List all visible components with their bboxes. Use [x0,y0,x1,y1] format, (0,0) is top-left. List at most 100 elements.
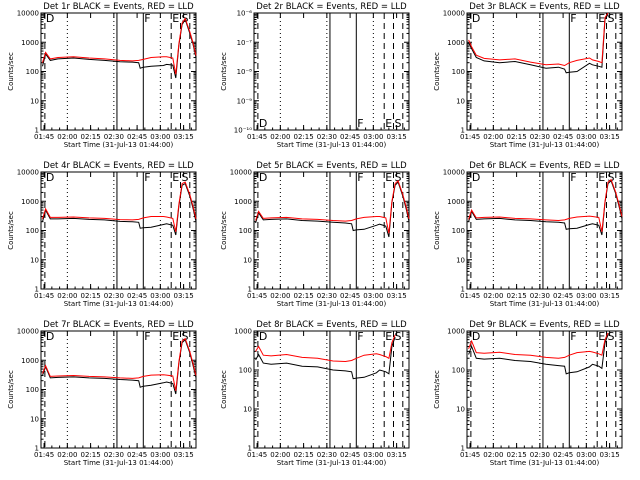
x-tick-label: 01:45 [34,292,54,300]
event-marker-label: F [144,330,150,343]
y-tick-label: 10000 [17,169,39,177]
y-tick-label: 100 [26,386,39,394]
y-tick-label: 1000 [447,39,465,47]
x-tick-label: 02:15 [507,133,527,141]
x-tick-label: 03:00 [576,451,596,459]
x-tick-label: 01:45 [34,133,54,141]
x-tick-label: 02:30 [530,133,550,141]
y-tick-label: 1 [248,445,252,453]
plot-frame [40,12,197,131]
event-marker-label: E [172,12,179,25]
event-marker-label: F [357,171,363,184]
y-tick-label: 1 [35,286,39,294]
y-tick-label: 100 [452,227,465,235]
y-tick-label: 100 [26,227,39,235]
x-tick-label: 03:15 [387,133,407,141]
x-tick-label: 02:45 [553,451,573,459]
x-tick-label: 02:30 [530,451,550,459]
plot-frame [466,12,623,131]
y-tick-label: 10 [456,97,465,105]
x-tick-label: 02:45 [553,133,573,141]
x-tick-label: 02:45 [553,292,573,300]
event-marker-label: D [46,330,54,343]
x-tick-label: 02:15 [507,451,527,459]
y-tick-label: 10 [456,256,465,264]
y-tick-label: 1 [35,127,39,135]
y-tick-label: 100 [239,227,252,235]
plot-frame [40,171,197,290]
y-axis-label: Counts/sec [220,211,228,250]
series-line-events [42,338,197,395]
x-axis-label: Start Time (31-Jul-13 01:44:00) [277,141,387,149]
y-tick-label: 10 [243,256,252,264]
y-tick-label: 10⁻⁹ [237,97,253,105]
panel-det-6: Det 6r BLACK = Events, RED = LLD 1 10 100 10… [433,161,623,308]
x-tick-label: 03:15 [387,292,407,300]
y-tick-label: 1 [461,286,465,294]
event-marker-label: D [46,171,54,184]
y-tick-label: 10000 [443,169,465,177]
x-tick-label: 03:15 [174,292,194,300]
x-tick-label: 02:30 [530,292,550,300]
x-tick-label: 02:00 [270,451,290,459]
event-marker-label: S [395,330,402,343]
plot-frame [253,171,410,290]
y-tick-label: 10000 [17,328,39,336]
y-tick-label: 100 [26,68,39,76]
series-line-lld [42,181,197,232]
series-line-lld [468,332,609,359]
x-tick-label: 02:30 [317,292,337,300]
y-axis-label: Counts/sec [7,52,15,91]
event-marker-label: D [472,12,480,25]
x-tick-label: 03:00 [576,133,596,141]
plot-frame [40,330,197,449]
x-tick-label: 03:00 [363,292,383,300]
y-axis-label: Counts/sec [433,211,441,250]
x-axis-label: Start Time (31-Jul-13 01:44:00) [490,141,600,149]
x-tick-label: 02:00 [270,133,290,141]
x-tick-label: 02:45 [340,451,360,459]
x-tick-label: 03:15 [600,133,620,141]
panel-det-5: Det 5r BLACK = Events, RED = LLD 1 10 100 10… [220,161,410,308]
panel-det-7: Det 7r BLACK = Events, RED = LLD 1 10 100 10… [7,320,197,467]
panel-det-1: Det 1r BLACK = Events, RED = LLD 1 10 100 10… [7,2,197,149]
y-tick-label: 10 [30,415,39,423]
x-tick-label: 02:15 [294,133,314,141]
panel-title: Det 4r BLACK = Events, RED = LLD [43,161,194,171]
y-tick-label: 1000 [21,357,39,365]
series-line-lld [42,337,197,391]
series-line-lld [42,17,197,75]
x-tick-label: 02:00 [57,451,77,459]
x-tick-label: 02:15 [507,292,527,300]
y-axis-label: Counts/sec [220,370,228,409]
panel-title: Det 9r BLACK = Events, RED = LLD [469,320,620,330]
x-axis-label: Start Time (31-Jul-13 01:44:00) [64,459,174,467]
x-tick-label: 01:45 [460,292,480,300]
event-marker-label: D [472,330,480,343]
y-axis-label: Counts/sec [220,52,228,91]
y-tick-label: 10⁻⁸ [237,68,253,76]
event-marker-label: D [472,171,480,184]
y-tick-label: 1 [35,445,39,453]
x-tick-label: 02:30 [317,133,337,141]
y-tick-label: 10 [243,406,252,414]
y-tick-label: 10⁻¹⁰ [234,127,252,135]
x-tick-label: 02:45 [127,451,147,459]
panel-title: Det 8r BLACK = Events, RED = LLD [256,320,407,330]
x-tick-label: 03:00 [363,133,383,141]
x-tick-label: 02:00 [483,292,503,300]
x-axis-label: Start Time (31-Jul-13 01:44:00) [490,300,600,308]
x-tick-label: 02:15 [294,292,314,300]
panel-det-4: Det 4r BLACK = Events, RED = LLD 1 10 100 10… [7,161,197,308]
y-tick-label: 1000 [447,328,465,336]
x-tick-label: 03:15 [600,292,620,300]
series-line-events [468,334,609,375]
x-axis-label: Start Time (31-Jul-13 01:44:00) [490,459,600,467]
y-tick-label: 10 [456,406,465,414]
series-line-events [255,336,396,380]
y-tick-label: 10000 [17,10,39,18]
x-tick-label: 02:00 [57,133,77,141]
event-marker-label: F [357,330,363,343]
y-tick-label: 10 [30,256,39,264]
